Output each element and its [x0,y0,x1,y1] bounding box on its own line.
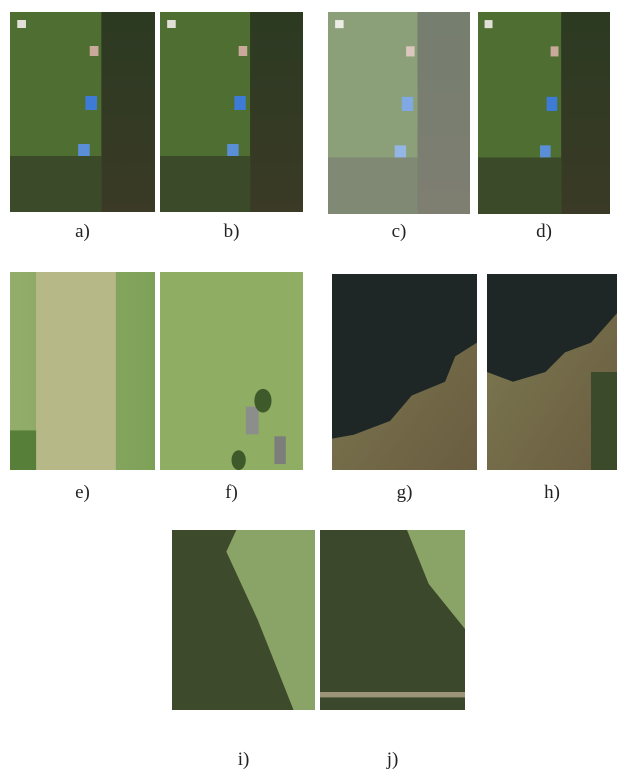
roof [227,144,238,156]
roof [17,20,26,28]
panel-label: g) [397,482,413,503]
roof [167,20,176,28]
forest-bottom [478,157,561,214]
panel-label: i) [238,749,250,770]
track [320,692,465,697]
roof [540,145,551,157]
forest [561,12,610,214]
panel-label: f) [225,482,238,503]
roof [547,97,558,111]
building [246,407,259,435]
forest [101,12,155,212]
roof [551,46,559,56]
forest-bottom [160,156,250,212]
forest-bottom [10,156,101,212]
aerial-image [10,272,155,470]
panel-label: c) [392,221,407,242]
panel-label: j) [386,749,399,770]
aerial-image [160,272,303,470]
aerial-image [10,12,155,212]
roof [85,96,97,110]
strip [10,430,36,470]
aerial-image [328,12,470,214]
panel-label: d) [536,221,552,242]
tree [232,450,246,470]
aerial-image [478,12,610,214]
forest [591,372,617,470]
aerial-image [160,12,303,212]
aerial-image [487,274,617,470]
aerial-image [172,530,315,710]
tree [254,389,271,413]
aerial-image [332,274,477,470]
aerial-image [320,530,465,710]
roof [485,20,493,28]
strip [36,272,116,470]
roof [234,96,245,110]
panel-label: b) [224,221,240,242]
forest [250,12,303,212]
haze [328,12,470,214]
figure: a) b) c) d) e) f) g) h) i) j) [0,0,619,775]
panel-label: h) [544,482,560,503]
panel-label: e) [75,482,90,503]
building [274,436,285,464]
panel-label: a) [75,221,90,242]
roof [78,144,90,156]
roof [90,46,99,56]
roof [239,46,248,56]
